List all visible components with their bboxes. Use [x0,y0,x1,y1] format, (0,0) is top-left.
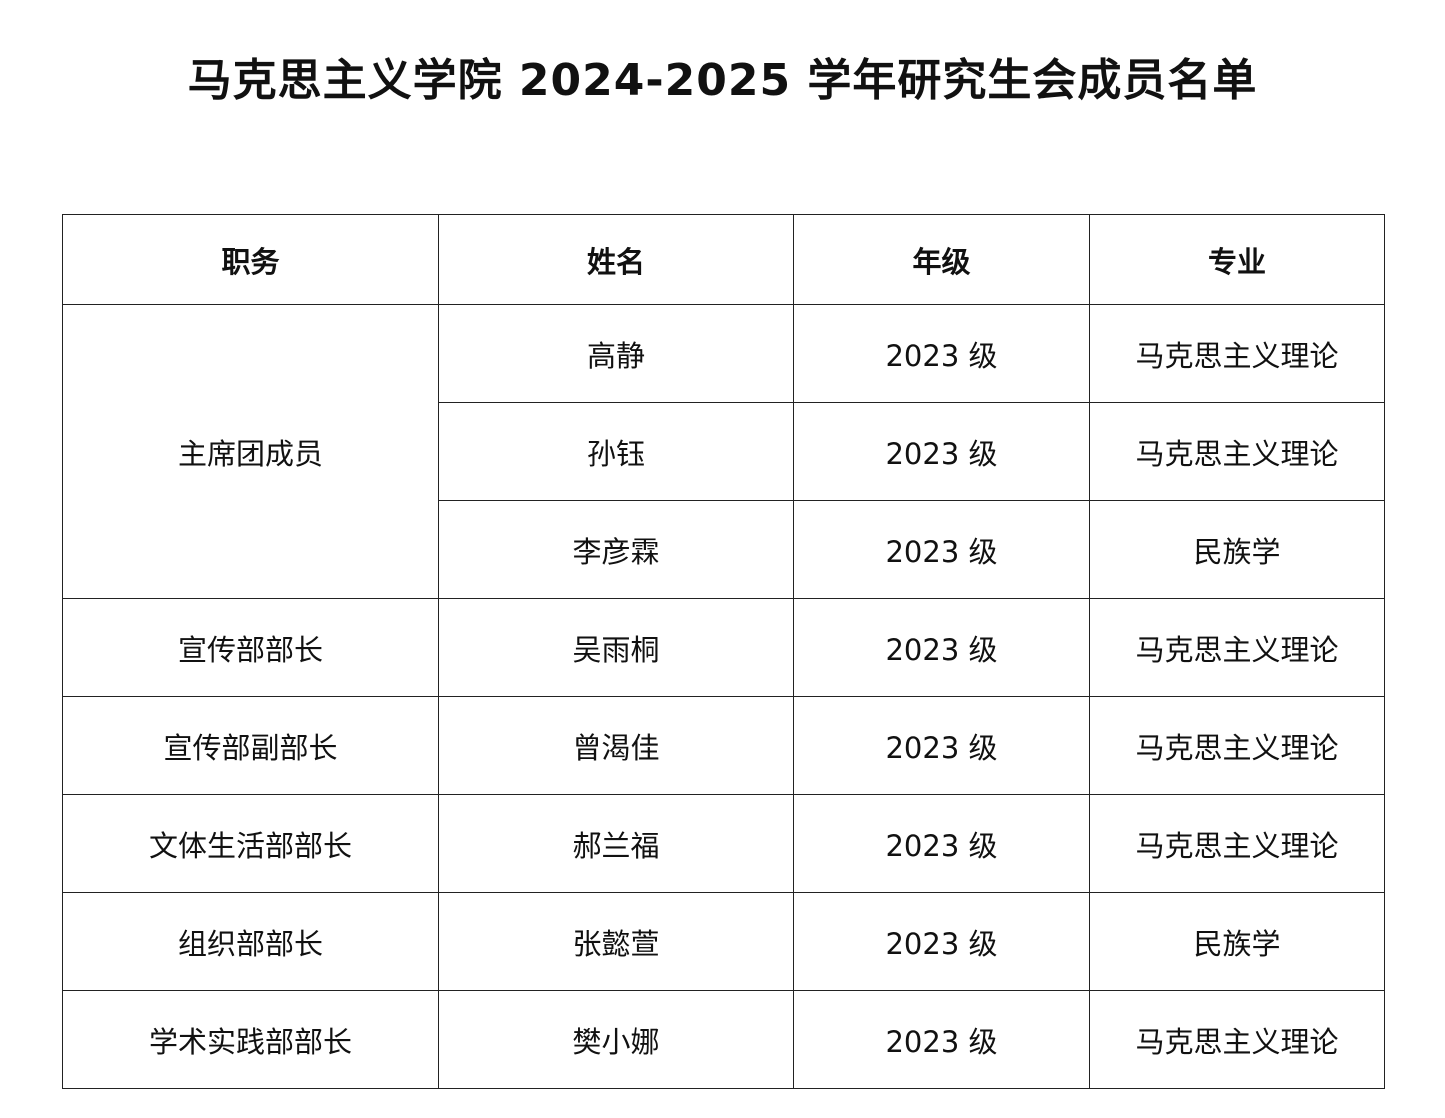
grade-cell: 2023 级 [793,892,1090,991]
table-row: 宣传部部长 吴雨桐 2023 级马克思主义理论 [62,598,1385,697]
major-cell: 马克思主义理论 [1089,304,1385,403]
major-cell: 马克思主义理论 [1089,696,1385,795]
header-major: 专业 [1089,214,1385,305]
major-cell: 马克思主义理论 [1089,402,1385,501]
header-grade: 年级 [793,214,1090,305]
position-cell: 宣传部部长 [62,598,439,697]
position-cell: 学术实践部部长 [62,990,439,1089]
table-row: 孙钰 2023 级马克思主义理论 [63,402,1385,501]
name-cell: 曾渴佳 [438,696,794,795]
name-cell: 高静 [438,304,794,403]
name-cell: 吴雨桐 [438,598,794,697]
grade-cell: 2023 级 [793,990,1090,1089]
position-cell: 组织部部长 [62,892,439,991]
major-cell: 民族学 [1089,500,1385,599]
name-cell: 张懿萱 [438,892,794,991]
grade-cell: 2023 级 [793,794,1090,893]
grade-cell: 2023 级 [793,598,1090,697]
major-cell: 马克思主义理论 [1089,598,1385,697]
header-name: 姓名 [438,214,794,305]
grade-cell: 2023 级 [793,402,1090,501]
page-title: 马克思主义学院 2024-2025 学年研究生会成员名单 [187,55,1258,106]
position-cell: 宣传部副部长 [62,696,439,795]
grade-cell: 2023 级 [793,696,1090,795]
major-cell: 马克思主义理论 [1089,990,1385,1089]
member-table: 职务 姓名 年级 专业 主席团成员 高静 2023 级马克思主义理论 孙钰 2023 级… [62,214,1385,1089]
name-cell: 孙钰 [438,402,794,501]
table-row: 主席团成员 高静 2023 级马克思主义理论 [62,304,1385,599]
name-cell: 樊小娜 [438,990,794,1089]
major-cell: 马克思主义理论 [1089,794,1385,893]
name-cell: 郝兰福 [438,794,794,893]
position-cell: 主席团成员 [62,304,439,599]
table-row: 宣传部副部长 曾渴佳 2023 级马克思主义理论 [62,696,1385,795]
grade-cell: 2023 级 [793,500,1090,599]
header-row: 职务 姓名 年级 专业 [62,214,1385,305]
table-row: 组织部部长 张懿萱 2023 级民族学 [62,892,1385,991]
table-row: 文体生活部部长 郝兰福 2023 级马克思主义理论 [62,794,1385,893]
name-cell: 李彦霖 [438,500,794,599]
table-row: 学术实践部部长 樊小娜 2023 级马克思主义理论 [62,990,1385,1089]
major-cell: 民族学 [1089,892,1385,991]
header-position: 职务 [62,214,439,305]
grade-cell: 2023 级 [793,304,1090,403]
position-cell: 文体生活部部长 [62,794,439,893]
